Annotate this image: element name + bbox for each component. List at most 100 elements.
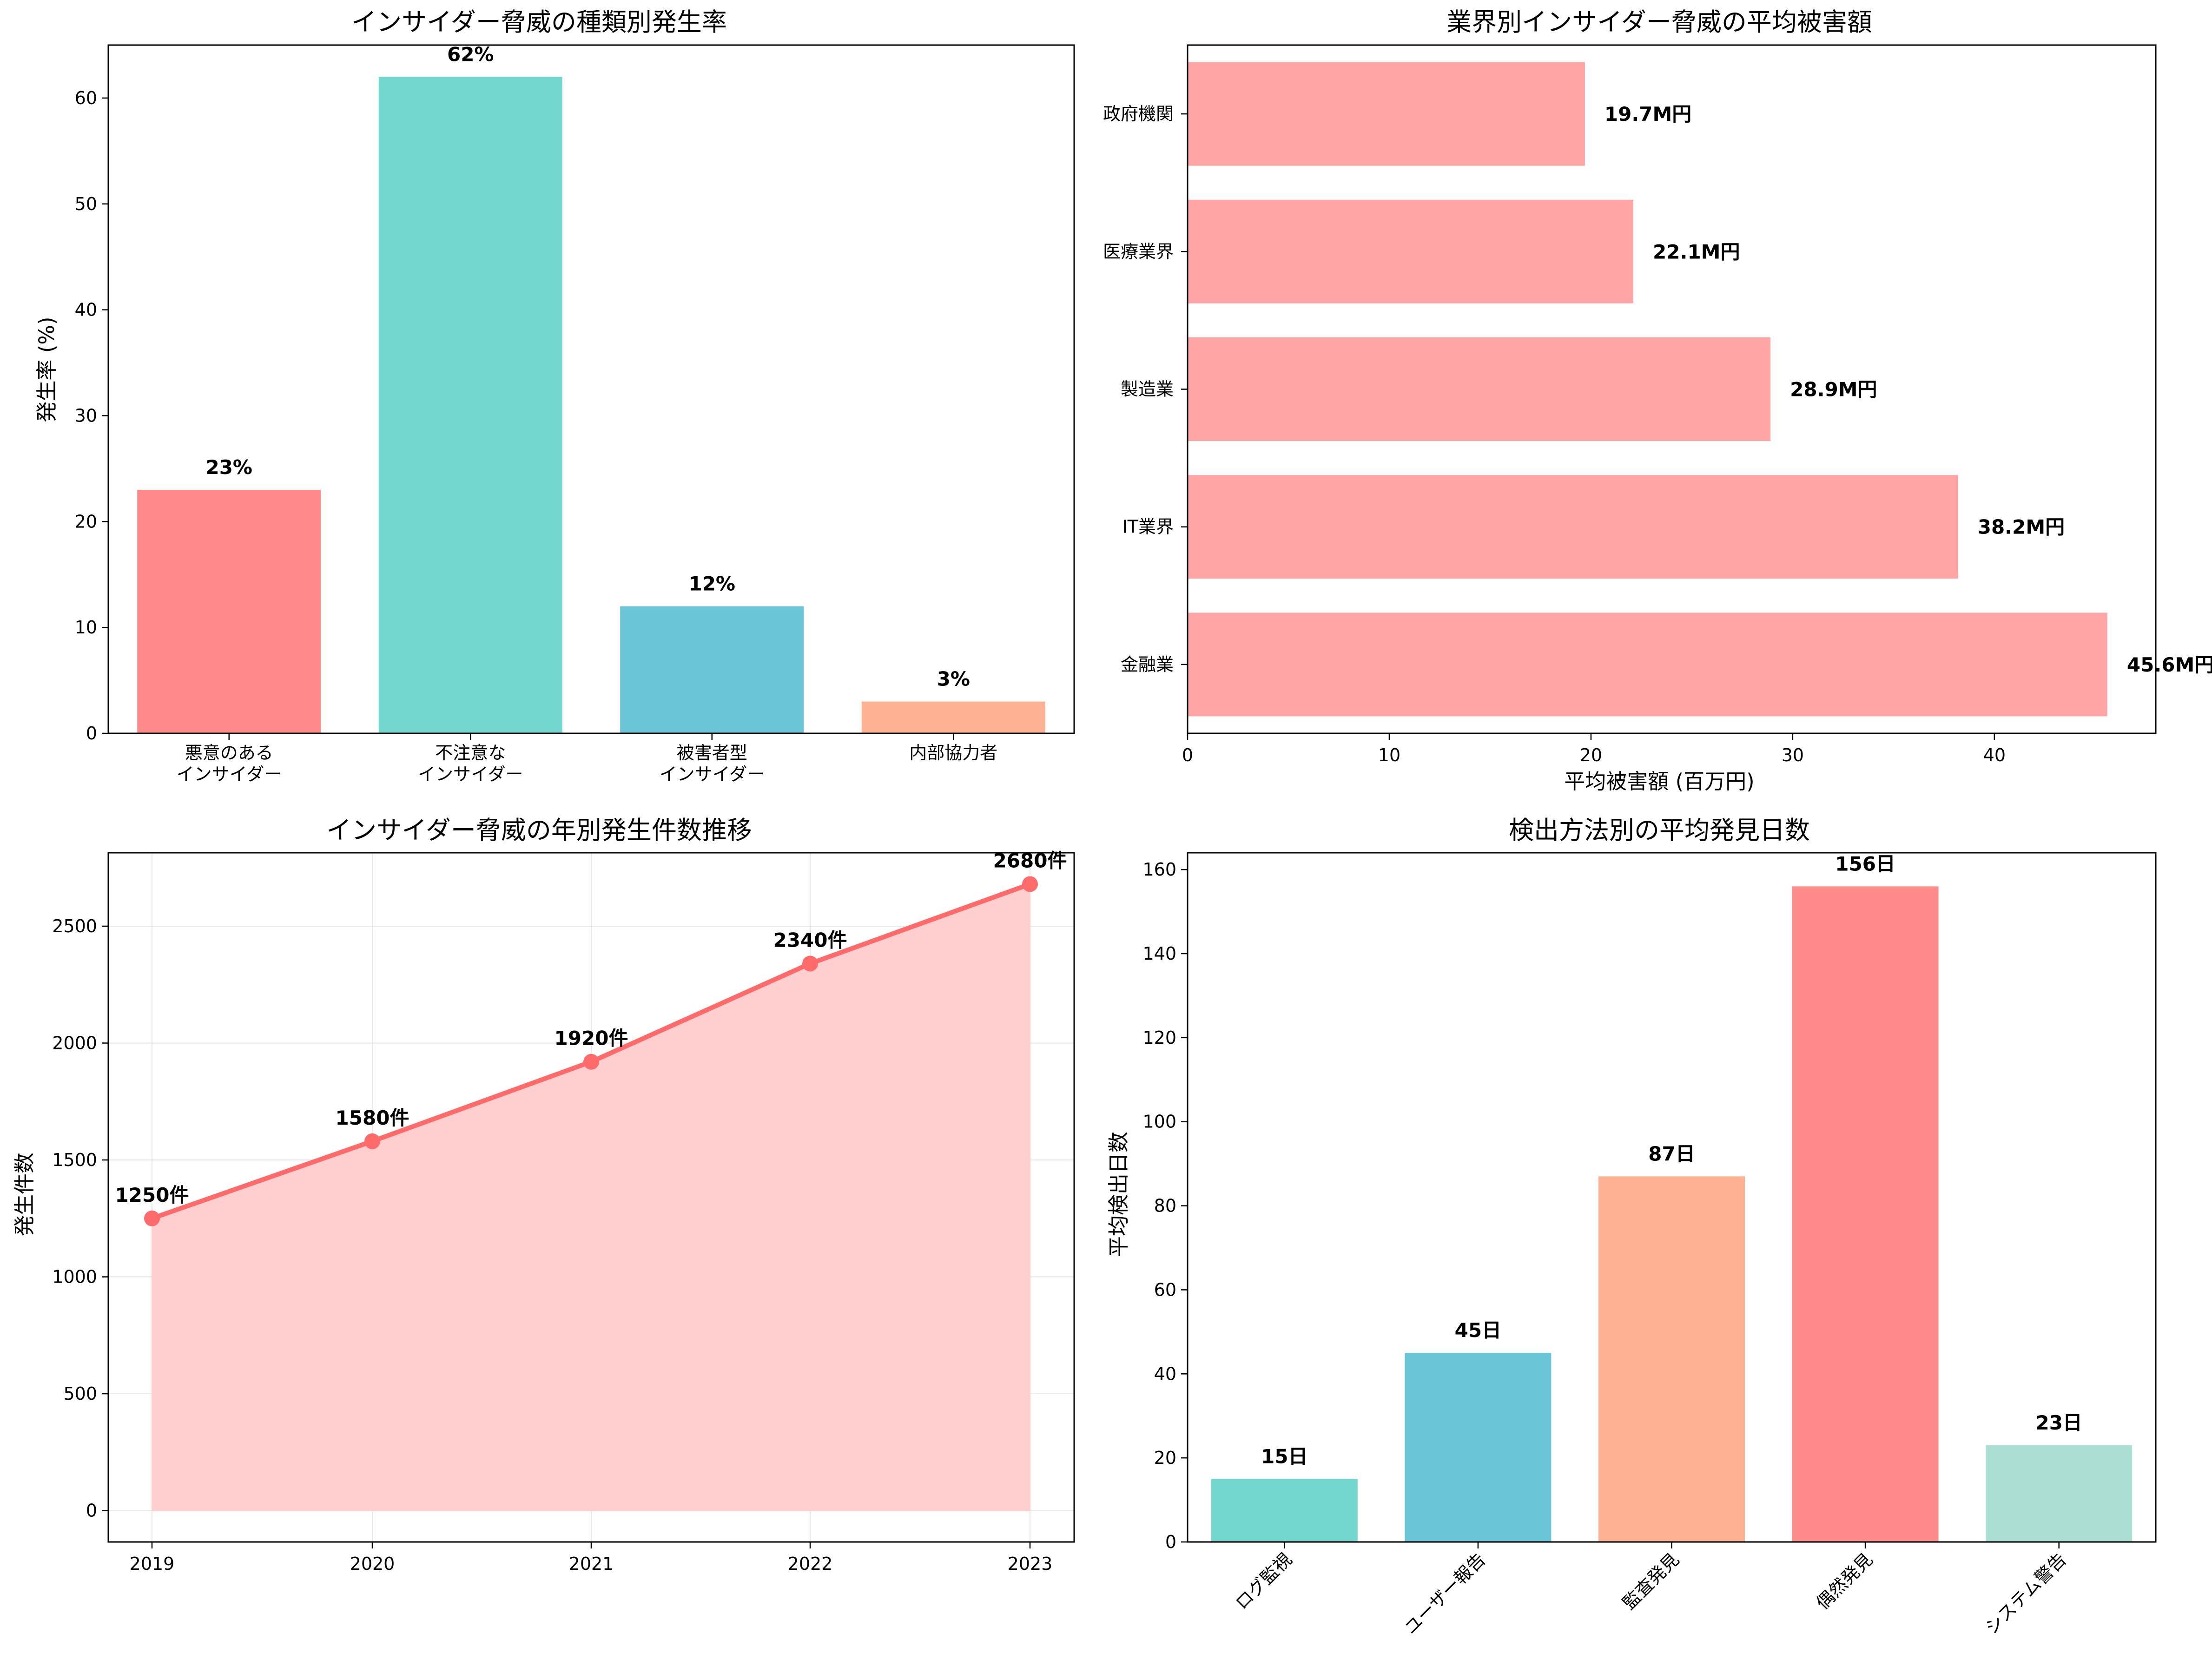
data-point [144, 1210, 160, 1226]
ytick-label: 2000 [52, 1033, 97, 1053]
ytick-label: 100 [1142, 1112, 1176, 1132]
xtick-label: 2019 [130, 1554, 175, 1574]
bar [378, 77, 562, 733]
point-value-label: 1920件 [555, 1027, 628, 1050]
data-point [1022, 876, 1038, 892]
bar-value-label: 28.9M円 [1790, 378, 1877, 401]
xtick-label: 2022 [788, 1554, 833, 1574]
ytick-label: 医療業界 [1103, 241, 1174, 262]
xtick-label: インサイダー [660, 764, 765, 784]
bar-value-label: 22.1M円 [1653, 240, 1740, 263]
data-point [583, 1054, 599, 1070]
ytick-label: 140 [1142, 943, 1176, 964]
xtick-label: システム警告 [1981, 1549, 2071, 1638]
bar-value-label: 23日 [2035, 1411, 2082, 1434]
xtick-label: 30 [1782, 745, 1804, 765]
ytick-label: 0 [86, 1501, 97, 1521]
bar-value-label: 15日 [1261, 1445, 1307, 1468]
xtick-label: 内部協力者 [909, 743, 997, 763]
xtick-label: 20 [1580, 745, 1602, 765]
xtick-label: インサイダー [177, 764, 282, 784]
bar [1986, 1445, 2133, 1542]
ytick-label: 1500 [52, 1150, 97, 1170]
xtick-label: 0 [1182, 745, 1193, 765]
ytick-label: 20 [75, 511, 97, 532]
bar-value-label: 87日 [1648, 1142, 1695, 1165]
ytick-label: 50 [75, 194, 97, 214]
bar-value-label: 156日 [1835, 852, 1895, 875]
bar-value-label: 19.7M円 [1605, 103, 1691, 125]
panel2-plot: 0 10 20 30 40 45.6M円 金融業 38.2M円 IT業界 28.9M円 製造業 22.… [1103, 44, 2212, 765]
xtick-label: ログ監視 [1231, 1549, 1296, 1614]
panel4-title: 検出方法別の平均発見日数 [1509, 816, 1810, 845]
ytick-label: 金融業 [1121, 654, 1174, 675]
bar-value-label: 62% [447, 43, 494, 66]
panel3-title: インサイダー脅威の年別発生件数推移 [326, 816, 752, 845]
bar [1405, 1353, 1552, 1542]
panel4-ylabel: 平均検出日数 [1106, 1132, 1131, 1257]
ytick-label: 500 [63, 1383, 97, 1404]
xtick-label: 2020 [350, 1554, 395, 1574]
xtick-label: 被害者型 [677, 743, 747, 763]
bar-value-label: 23% [205, 456, 252, 479]
point-value-label: 2340件 [773, 929, 847, 951]
bar [1188, 337, 1771, 441]
bar-value-label: 3% [937, 668, 970, 691]
bar [137, 489, 321, 733]
point-value-label: 1250件 [115, 1184, 189, 1206]
panel2-title: 業界別インサイダー脅威の平均被害額 [1446, 7, 1872, 37]
bar [1188, 475, 1958, 579]
xtick-label: ユーザー報告 [1400, 1549, 1489, 1638]
ytick-label: 1000 [52, 1267, 97, 1287]
panel-damage-by-industry: 業界別インサイダー脅威の平均被害額 平均被害額 (百万円) 0 10 20 30 40 4… [1103, 7, 2212, 794]
plot-frame [107, 44, 1075, 734]
panel-yearly-incidents: インサイダー脅威の年別発生件数推移 発生件数 1250件 2019 1580件 202… [12, 816, 1075, 1574]
bar [1188, 613, 2107, 717]
bar-value-label: 45.6M円 [2127, 653, 2212, 676]
xtick-label: 偶然発見 [1812, 1549, 1877, 1614]
ytick-label: 20 [1154, 1448, 1176, 1468]
bar [1188, 62, 1585, 166]
panel-detection-days: 検出方法別の平均発見日数 平均検出日数 0 20 40 60 80 100 120 140 16… [1106, 816, 2157, 1638]
ytick-label: 60 [1154, 1279, 1176, 1300]
xtick-label: 2023 [1008, 1554, 1053, 1574]
panel3-ylabel: 発生件数 [12, 1153, 37, 1236]
xtick-label: 2021 [569, 1554, 614, 1574]
panel3-plot: 1250件20191580件20201920件20212340件20222680… [52, 849, 1075, 1574]
bar-value-label: 38.2M円 [1978, 516, 2065, 539]
xtick-label: インサイダー [418, 764, 523, 784]
bar [620, 606, 804, 733]
bar [1211, 1479, 1358, 1542]
ytick-label: 製造業 [1121, 379, 1174, 400]
plot-frame [107, 852, 1075, 1543]
ytick-label: 80 [1154, 1196, 1176, 1216]
bar [1598, 1176, 1745, 1542]
panel1-title: インサイダー脅威の種類別発生率 [351, 7, 727, 37]
ytick-label: 30 [75, 405, 97, 426]
panel-incidence-by-type: インサイダー脅威の種類別発生率 発生率 (%) 0 10 20 30 40 50 60 23%… [34, 7, 1075, 784]
plot-frame [1187, 44, 2157, 734]
ytick-label: 政府機関 [1103, 104, 1174, 124]
xtick-label: 10 [1378, 745, 1400, 765]
bar [1792, 886, 1939, 1542]
ytick-label: 2500 [52, 916, 97, 936]
ytick-label: 160 [1142, 859, 1176, 880]
ytick-label: 40 [1154, 1364, 1176, 1384]
xtick-label: 悪意のある [185, 743, 273, 763]
plot-frame [1187, 852, 2157, 1543]
ytick-label: 10 [75, 617, 97, 638]
xtick-label: 監査発見 [1618, 1549, 1683, 1614]
panel2-xlabel: 平均被害額 (百万円) [1564, 769, 1754, 794]
bar [861, 701, 1045, 733]
ytick-label: 40 [75, 300, 97, 320]
point-value-label: 1580件 [336, 1107, 409, 1129]
ytick-label: IT業界 [1123, 517, 1174, 537]
bar-value-label: 45日 [1455, 1319, 1501, 1342]
bar [1188, 199, 1634, 303]
ytick-label: 120 [1142, 1028, 1176, 1048]
xtick-label: 40 [1983, 745, 2006, 765]
ytick-label: 60 [75, 88, 97, 108]
panel1-ylabel: 発生率 (%) [34, 316, 59, 422]
